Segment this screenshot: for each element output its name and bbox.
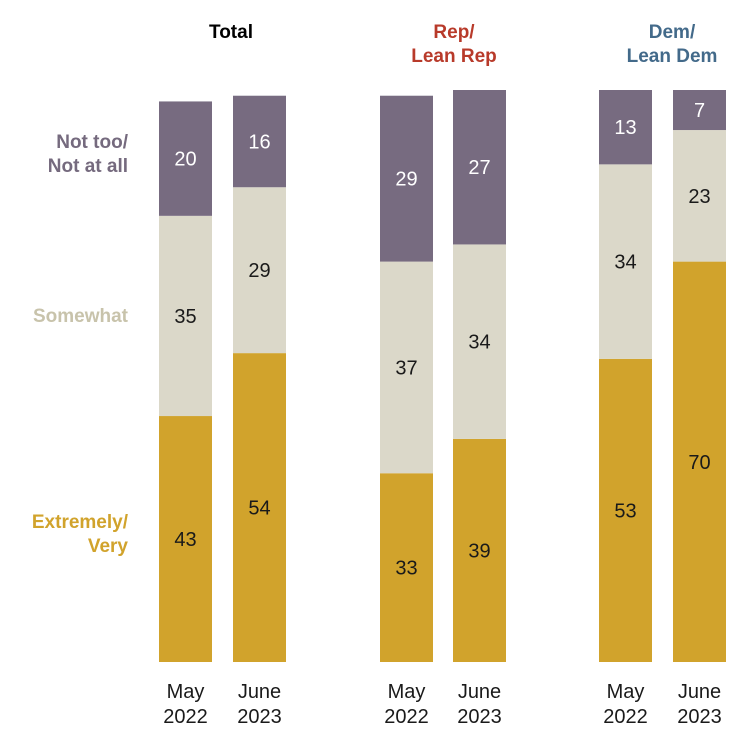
data-label: 16 bbox=[248, 131, 270, 153]
bar-segment bbox=[159, 215, 212, 417]
row-label-somewhat: Somewhat bbox=[33, 306, 129, 327]
bar-segment bbox=[673, 130, 726, 262]
stacked-bar: 43 35 20 bbox=[159, 101, 212, 662]
panel-title: Rep/Lean Rep bbox=[411, 22, 497, 67]
bar-segment bbox=[233, 353, 286, 662]
bar-segment bbox=[599, 164, 652, 359]
data-label: 20 bbox=[174, 149, 196, 171]
data-label: 27 bbox=[468, 157, 490, 179]
data-label: 33 bbox=[395, 558, 417, 580]
stacked-bar: 70 23 7 bbox=[673, 90, 726, 662]
stacked-bar: 53 34 13 bbox=[599, 90, 652, 662]
data-label: 70 bbox=[688, 452, 710, 474]
x-tick-label: June 2023 bbox=[457, 681, 502, 728]
data-label: 29 bbox=[395, 169, 417, 191]
bar-segment bbox=[599, 358, 652, 662]
data-label: 43 bbox=[174, 529, 196, 551]
data-label: 34 bbox=[468, 332, 490, 354]
row-label-very: Extremely/Very bbox=[32, 512, 129, 557]
x-tick-label: May 2022 bbox=[603, 681, 648, 728]
stacked-bar: 39 34 27 bbox=[453, 90, 506, 662]
data-label: 37 bbox=[395, 357, 417, 379]
bar-segment bbox=[233, 95, 286, 188]
data-label: 54 bbox=[248, 498, 270, 520]
data-label: 35 bbox=[174, 306, 196, 328]
bar-segment bbox=[380, 95, 433, 262]
data-label: 7 bbox=[694, 100, 705, 122]
data-label: 13 bbox=[614, 117, 636, 139]
bar-segment bbox=[159, 101, 212, 216]
x-tick-label: June 2023 bbox=[677, 681, 722, 728]
bar-segment bbox=[233, 187, 286, 354]
row-label-not: Not too/Not at all bbox=[48, 132, 129, 177]
panel-title: Total bbox=[209, 22, 253, 43]
bar-segment bbox=[380, 473, 433, 662]
bar-segment bbox=[453, 90, 506, 245]
x-tick-label: May 2022 bbox=[384, 681, 429, 728]
data-label: 34 bbox=[614, 252, 636, 274]
data-label: 29 bbox=[248, 260, 270, 282]
panel-1: Rep/Lean Rep 33 37 29 May 2022 39 34 27 June 2023 bbox=[380, 22, 506, 728]
data-label: 39 bbox=[468, 540, 490, 562]
stacked-bar: 54 29 16 bbox=[233, 95, 286, 662]
bar-segment bbox=[673, 261, 726, 662]
panel-0: Total 43 35 20 May 2022 54 29 16 June 2023 bbox=[159, 22, 286, 728]
bar-segment bbox=[380, 261, 433, 474]
x-tick-label: June 2023 bbox=[237, 681, 282, 728]
stacked-bar: 33 37 29 bbox=[380, 95, 433, 662]
bar-segment bbox=[159, 416, 212, 662]
bar-segment bbox=[599, 90, 652, 165]
bar-segment bbox=[453, 244, 506, 439]
bar-segment bbox=[453, 438, 506, 662]
data-label: 53 bbox=[614, 500, 636, 522]
x-tick-label: May 2022 bbox=[163, 681, 208, 728]
data-label: 23 bbox=[688, 186, 710, 208]
bar-segment bbox=[673, 90, 726, 131]
panel-title: Dem/Lean Dem bbox=[627, 22, 718, 67]
panel-2: Dem/Lean Dem 53 34 13 May 2022 70 23 7 June 2023 bbox=[599, 22, 726, 728]
